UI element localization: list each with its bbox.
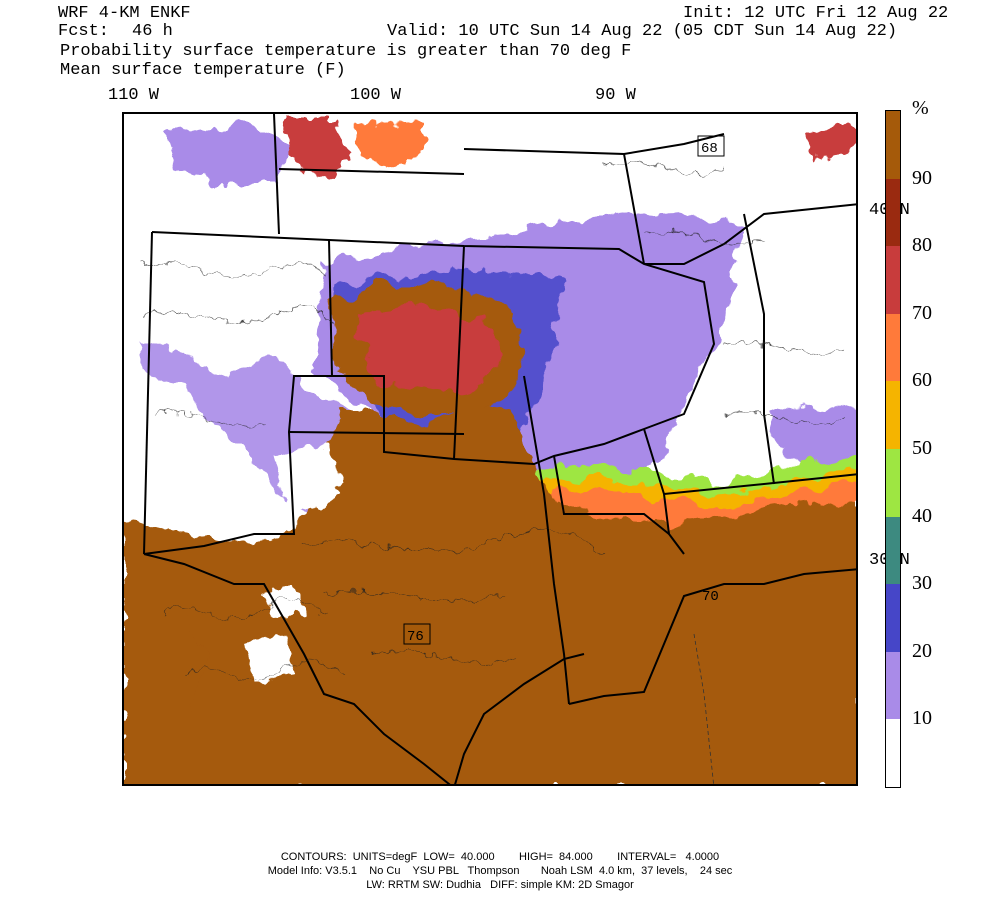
colorbar <box>885 110 901 788</box>
model-title: WRF 4-KM ENKF <box>58 4 191 23</box>
colorbar-segment <box>886 381 900 449</box>
lon-label-110w: 110 W <box>108 86 160 105</box>
contour-label-68: 68 <box>701 141 718 157</box>
colorbar-level-80: 80 <box>912 234 932 257</box>
footer-model-info: Model Info: V3.5.1 No Cu YSU PBL Thompso… <box>267 865 733 877</box>
valid-time: Valid: 10 UTC Sun 14 Aug 22 (05 CDT Sun … <box>387 22 898 41</box>
colorbar-level-70: 70 <box>912 301 932 324</box>
init-time: Init: 12 UTC Fri 12 Aug 22 <box>683 4 949 23</box>
field-title-mean-temp: Mean surface temperature (F) <box>60 61 346 80</box>
colorbar-segment <box>886 584 900 652</box>
political-boundaries <box>143 114 856 784</box>
lon-label-100w: 100 W <box>350 86 402 105</box>
colorbar-level-10: 10 <box>912 707 932 730</box>
colorbar-segment <box>886 246 900 314</box>
colorbar-segment <box>886 111 900 179</box>
temperature-contours <box>143 161 845 680</box>
colorbar-segment <box>886 449 900 517</box>
colorbar-segment <box>886 313 900 382</box>
probability-high-region <box>124 284 856 784</box>
forecast-hour: 46 h <box>132 22 173 41</box>
colorbar-unit: % <box>912 97 929 119</box>
footer-physics: LW: RRTM SW: Dudhia DIFF: simple KM: 2D … <box>366 879 634 891</box>
colorbar-level-60: 60 <box>912 369 932 392</box>
footer-contours: CONTOURS: UNITS=degF LOW= 40.000 HIGH= 8… <box>280 851 720 863</box>
colorbar-segment <box>886 516 900 585</box>
probability-north-patches <box>284 119 856 179</box>
map-panel: 76 68 70 <box>122 112 858 786</box>
colorbar-level-50: 50 <box>912 437 932 459</box>
contour-label-70: 70 <box>702 589 719 605</box>
forecast-label: Fcst: <box>58 22 110 41</box>
colorbar-level-30: 30 <box>912 572 932 595</box>
colorbar-level-20: 20 <box>912 639 932 662</box>
map-canvas: 76 68 70 <box>124 114 856 784</box>
colorbar-level-90: 90 <box>912 166 932 189</box>
colorbar-segment <box>886 178 900 247</box>
contour-label-box <box>403 623 431 645</box>
contour-label-76: 76 <box>407 629 424 645</box>
colorbar-level-40: 40 <box>912 504 932 527</box>
lon-label-90w: 90 W <box>595 86 636 105</box>
field-title-probability: Probability surface temperature is great… <box>60 42 632 61</box>
colorbar-segment <box>886 651 900 720</box>
colorbar-segment <box>886 719 900 787</box>
contour-label-box-ne <box>697 135 725 157</box>
